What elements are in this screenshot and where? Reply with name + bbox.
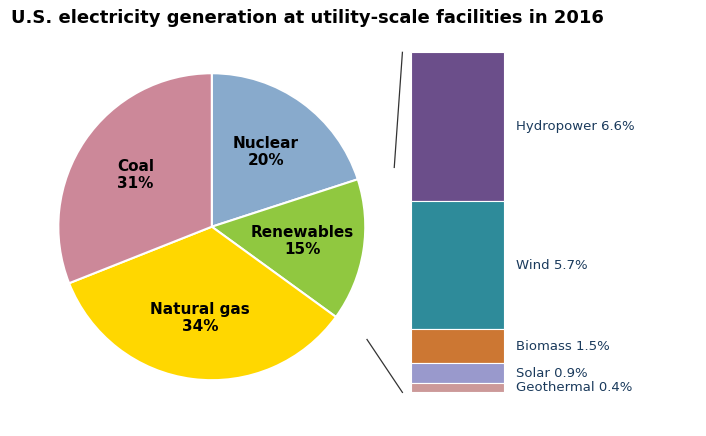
Text: Coal
31%: Coal 31% bbox=[117, 159, 154, 191]
Text: Solar 0.9%: Solar 0.9% bbox=[515, 367, 587, 380]
Wedge shape bbox=[212, 179, 365, 317]
Text: Nuclear
20%: Nuclear 20% bbox=[233, 136, 299, 168]
Text: Biomass 1.5%: Biomass 1.5% bbox=[515, 340, 609, 353]
Wedge shape bbox=[59, 73, 212, 283]
Wedge shape bbox=[212, 73, 358, 227]
Bar bbox=[411, 201, 503, 329]
Text: Wind 5.7%: Wind 5.7% bbox=[515, 259, 587, 272]
Wedge shape bbox=[69, 227, 336, 380]
Text: Hydropower 6.6%: Hydropower 6.6% bbox=[515, 120, 634, 133]
Text: Renewables
15%: Renewables 15% bbox=[251, 225, 354, 257]
Bar bbox=[411, 383, 503, 392]
Text: Geothermal 0.4%: Geothermal 0.4% bbox=[515, 382, 632, 395]
Bar bbox=[411, 329, 503, 363]
Text: Natural gas
34%: Natural gas 34% bbox=[150, 302, 250, 334]
Text: U.S. electricity generation at utility-scale facilities in 2016: U.S. electricity generation at utility-s… bbox=[11, 9, 604, 27]
Bar bbox=[411, 52, 503, 201]
Bar bbox=[411, 363, 503, 383]
